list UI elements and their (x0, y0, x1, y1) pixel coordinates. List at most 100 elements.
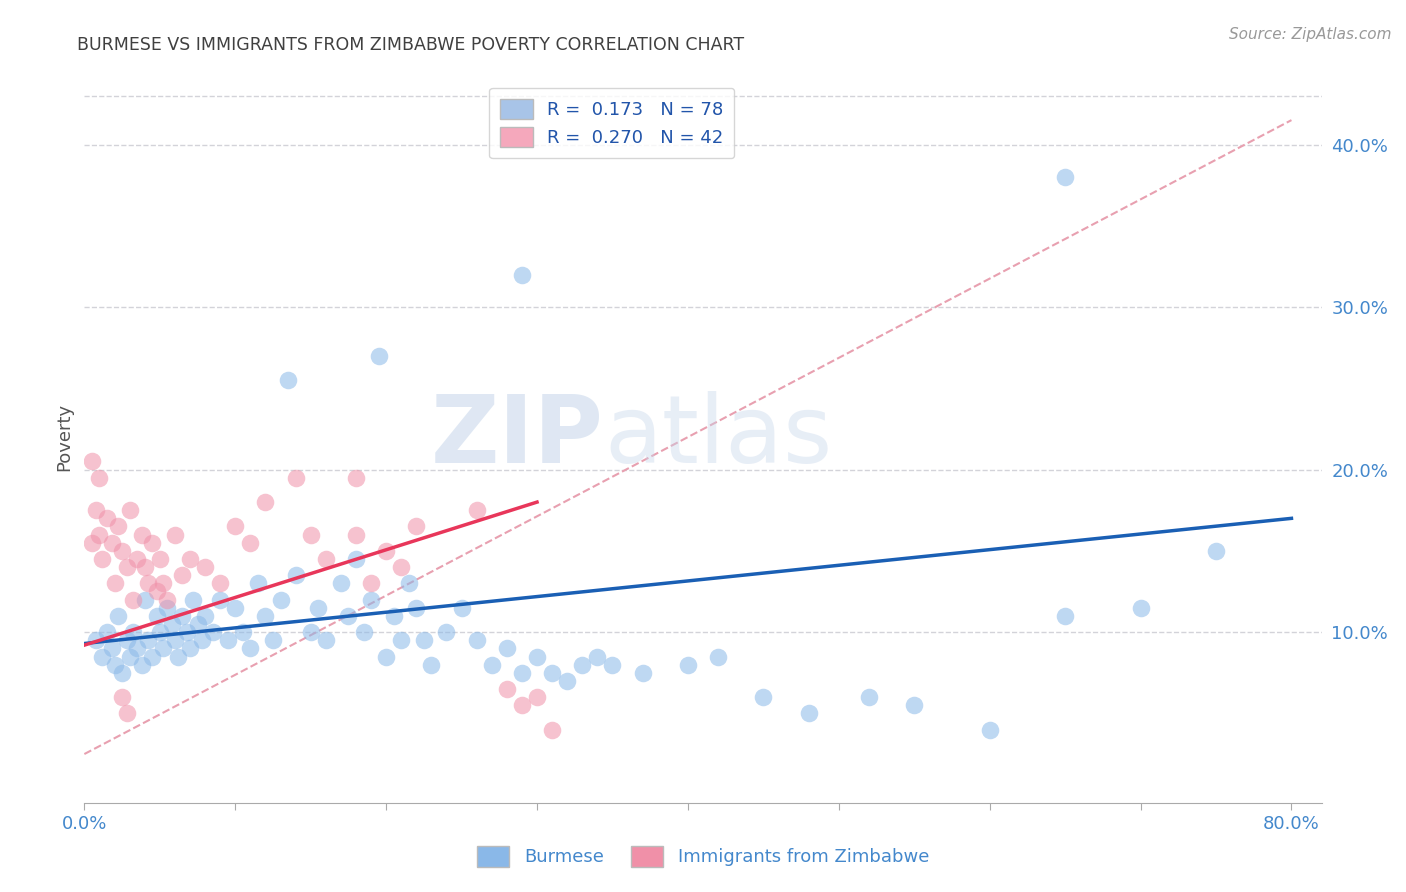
Point (134, 592, 156, 607)
Point (80, 535, 103, 549)
Point (96, 625, 118, 640)
Point (1129, 600, 1152, 615)
Point (262, 633, 284, 648)
Point (160, 617, 183, 632)
Point (360, 576, 382, 591)
Point (209, 576, 232, 591)
Point (631, 665, 654, 680)
Point (179, 552, 201, 566)
Point (307, 600, 329, 615)
Point (239, 641, 262, 656)
Point (156, 600, 179, 615)
Point (100, 535, 122, 549)
Point (254, 608, 277, 623)
Point (201, 625, 224, 640)
Point (181, 592, 204, 607)
Point (152, 641, 174, 656)
Point (111, 544, 134, 558)
Point (103, 576, 125, 591)
Point (389, 560, 412, 574)
Point (224, 600, 246, 615)
Point (146, 608, 169, 623)
Y-axis label: Poverty: Poverty (55, 403, 73, 471)
Point (676, 657, 699, 672)
Point (299, 625, 322, 640)
Point (91, 649, 114, 664)
Point (194, 560, 217, 574)
Point (571, 657, 593, 672)
Point (115, 560, 138, 574)
Point (131, 657, 153, 672)
Point (344, 527, 367, 541)
Point (541, 665, 564, 680)
Point (86, 503, 108, 517)
Legend: Burmese, Immigrants from Zimbabwe: Burmese, Immigrants from Zimbabwe (470, 838, 936, 874)
Point (495, 681, 517, 696)
Point (270, 592, 292, 607)
Point (284, 471, 307, 485)
Point (176, 625, 198, 640)
Point (209, 592, 232, 607)
Point (344, 552, 367, 566)
Point (179, 641, 201, 656)
Point (436, 625, 458, 640)
Point (224, 519, 246, 533)
Point (149, 625, 172, 640)
Point (405, 519, 427, 533)
Point (136, 576, 159, 591)
Point (360, 592, 382, 607)
Point (420, 657, 443, 672)
Point (141, 535, 163, 549)
Point (127, 641, 149, 656)
Point (217, 633, 239, 648)
Point (375, 544, 398, 558)
Legend: R =  0.173   N = 78, R =  0.270   N = 42: R = 0.173 N = 78, R = 0.270 N = 42 (489, 87, 734, 158)
Point (315, 633, 337, 648)
Point (118, 649, 141, 664)
Point (239, 535, 262, 549)
Point (186, 617, 208, 632)
Point (481, 657, 503, 672)
Point (412, 633, 434, 648)
Point (96, 511, 118, 525)
Point (315, 552, 337, 566)
Point (375, 649, 398, 664)
Point (752, 690, 775, 705)
Point (903, 698, 925, 713)
Point (337, 608, 360, 623)
Point (172, 568, 194, 582)
Point (526, 690, 548, 705)
Point (405, 600, 427, 615)
Point (389, 633, 412, 648)
Point (163, 633, 186, 648)
Point (141, 649, 163, 664)
Point (111, 665, 134, 680)
Point (156, 592, 179, 607)
Point (103, 657, 125, 672)
Point (254, 495, 277, 509)
Text: BURMESE VS IMMIGRANTS FROM ZIMBABWE POVERTY CORRELATION CHART: BURMESE VS IMMIGRANTS FROM ZIMBABWE POVE… (77, 36, 744, 54)
Point (555, 673, 578, 688)
Point (115, 706, 138, 721)
Point (89, 527, 111, 541)
Text: Source: ZipAtlas.com: Source: ZipAtlas.com (1229, 27, 1392, 42)
Point (100, 641, 122, 656)
Point (299, 527, 322, 541)
Point (344, 471, 367, 485)
Point (284, 568, 307, 582)
Point (602, 657, 624, 672)
Point (510, 698, 533, 713)
Point (89, 471, 111, 485)
Point (526, 649, 548, 664)
Point (107, 608, 129, 623)
Point (979, 723, 1001, 737)
Point (134, 560, 156, 574)
Point (167, 649, 190, 664)
Point (80, 454, 103, 468)
Point (86, 633, 108, 648)
Point (1205, 544, 1227, 558)
Point (136, 633, 159, 648)
Point (246, 576, 269, 591)
Point (1054, 608, 1077, 623)
Point (121, 592, 143, 607)
